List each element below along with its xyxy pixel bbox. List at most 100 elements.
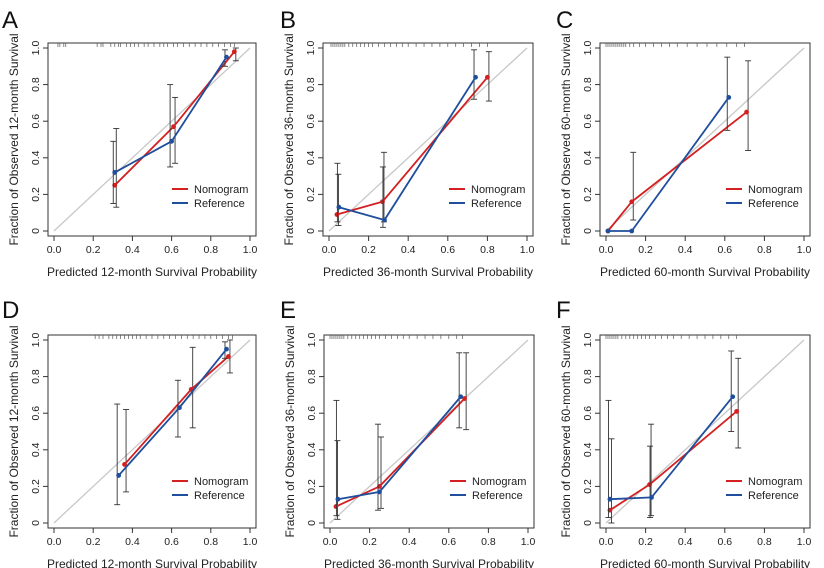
reference-series-line xyxy=(114,56,228,174)
y-tick-label: 0.6 xyxy=(30,114,42,129)
nomogram-legend-label: Nomogram xyxy=(472,476,526,488)
x-axis-title: Predicted 12-month Survival Probability xyxy=(47,265,257,279)
nomogram-point xyxy=(734,408,740,414)
reference-point xyxy=(607,496,613,502)
y-tick-label: 0.8 xyxy=(306,369,318,384)
y-axis-title: Fraction of Observed 60-month Survival xyxy=(559,33,573,245)
x-tick-label: 0.0 xyxy=(323,536,338,548)
x-tick-label: 0.4 xyxy=(125,244,140,256)
nomogram-point xyxy=(171,124,176,130)
x-tick-label: 1.0 xyxy=(243,536,258,548)
nomogram-point xyxy=(647,482,652,487)
x-tick-label: 1.0 xyxy=(520,244,535,256)
y-tick-label: 0.8 xyxy=(305,77,317,92)
reference-series-line xyxy=(609,396,734,501)
reference-point xyxy=(377,489,382,495)
reference-legend-label: Reference xyxy=(471,198,522,210)
panel-letter: F xyxy=(556,297,571,324)
panel-letter: E xyxy=(280,297,296,324)
y-tick-label: 0.2 xyxy=(582,479,594,494)
reference-point xyxy=(605,228,611,234)
nomogram-point xyxy=(333,504,339,509)
nomogram-point xyxy=(462,396,468,401)
y-axis-title: Fraction of Observed 36-month Survival xyxy=(283,325,297,537)
reference-point xyxy=(629,228,635,234)
nomogram-point xyxy=(485,74,490,80)
reference-point xyxy=(177,405,182,411)
x-tick-label: 0.2 xyxy=(638,536,653,548)
y-tick-label: 1.0 xyxy=(582,333,594,348)
plot-frame xyxy=(47,42,257,237)
x-tick-label: 0.2 xyxy=(86,536,101,548)
plot-frame xyxy=(599,42,811,237)
reference-legend-label: Reference xyxy=(748,490,799,502)
x-tick-label: 0.6 xyxy=(164,244,179,256)
ideal-diagonal xyxy=(329,339,529,524)
x-tick-label: 0.6 xyxy=(440,244,455,256)
reference-point xyxy=(335,496,341,502)
y-tick-label: 0.6 xyxy=(306,406,318,421)
y-tick-label: 1.0 xyxy=(582,41,594,56)
panel-e: E 0.0 0.2 0.4 0.6 0.8 1.0 0 0.2 0.4 0.6 0.8 1.0 Predi… xyxy=(280,297,535,568)
reference-legend-label: Reference xyxy=(748,198,799,210)
reference-point xyxy=(649,494,654,500)
x-tick-label: 0.0 xyxy=(322,244,337,256)
y-tick-label: 1.0 xyxy=(305,41,317,56)
x-axis-title: Predicted 36-month Survival Probability xyxy=(324,557,534,568)
y-axis-title: Fraction of Observed 60-month Survival xyxy=(559,325,573,537)
x-axis-title: Predicted 60-month Survival Probability xyxy=(600,265,810,279)
y-axis-title: Fraction of Observed 12-month Survival xyxy=(7,325,21,537)
nomogram-point xyxy=(226,354,231,359)
y-tick-label: 0.2 xyxy=(306,479,318,494)
x-tick-label: 0.4 xyxy=(402,536,417,548)
y-tick-label: 0.4 xyxy=(582,442,594,457)
x-axis-title: Predicted 60-month Survival Probability xyxy=(600,557,810,568)
y-tick-label: 1.0 xyxy=(30,41,42,56)
reference-point xyxy=(224,346,229,352)
reference-series-line xyxy=(337,396,462,501)
panel-a: A 0.0 0.2 0.4 0.6 0.8 1.0 0 0.2 0.4 0.6 0.8 1.0 Predi… xyxy=(2,7,257,279)
nomogram-point xyxy=(122,462,127,467)
reference-point xyxy=(336,204,342,210)
panel-d: D 0.0 0.2 0.4 0.6 0.8 1.0 0 0.2 0.4 0.6 0.8 1.0 Predi… xyxy=(2,297,257,568)
x-tick-label: 0.2 xyxy=(362,536,377,548)
x-tick-label: 0.6 xyxy=(441,536,456,548)
reference-legend-label: Reference xyxy=(194,198,245,210)
reference-series-line xyxy=(607,96,730,232)
x-tick-label: 0.8 xyxy=(203,244,218,256)
x-tick-label: 0.4 xyxy=(401,244,416,256)
x-tick-label: 0.2 xyxy=(638,244,653,256)
panel-c: C 0.0 0.2 0.4 0.6 0.8 1.0 0 0.2 0.4 0.6 0.8 1.0 Predi… xyxy=(556,7,811,279)
y-axis-title: Fraction of Observed 12-month Survival xyxy=(7,33,21,245)
reference-point xyxy=(726,95,732,100)
y-tick-label: 0 xyxy=(30,228,42,234)
reference-point xyxy=(116,473,122,478)
y-axis-title: Fraction of Observed 36-month Survival xyxy=(282,33,296,245)
y-tick-label: 0.8 xyxy=(30,77,42,92)
x-tick-label: 1.0 xyxy=(797,244,812,256)
nomogram-point xyxy=(380,199,385,205)
reference-series-line xyxy=(338,76,477,222)
x-tick-label: 0.0 xyxy=(47,536,62,548)
x-tick-label: 0.4 xyxy=(678,244,693,256)
reference-point xyxy=(473,74,478,80)
x-tick-label: 0.6 xyxy=(717,244,732,256)
reference-point xyxy=(224,54,229,60)
x-tick-label: 0.8 xyxy=(480,244,495,256)
y-tick-label: 0.4 xyxy=(582,150,594,165)
x-axis-title: Predicted 36-month Survival Probability xyxy=(323,265,533,279)
y-tick-label: 0.6 xyxy=(30,406,42,421)
panel-b: B 0.0 0.2 0.4 0.6 0.8 1.0 0 0.2 0.4 0.6 0.8 1.0 Predi… xyxy=(280,7,534,279)
x-tick-label: 0.6 xyxy=(717,536,732,548)
panel-f: F 0.0 0.2 0.4 0.6 0.8 1.0 0 0.2 0.4 0.6 0.8 1.0 Predi… xyxy=(556,297,811,568)
x-tick-label: 0.8 xyxy=(757,536,772,548)
x-tick-label: 0.4 xyxy=(678,536,693,548)
x-tick-label: 0.8 xyxy=(757,244,772,256)
x-tick-label: 0.2 xyxy=(361,244,376,256)
y-tick-label: 0.8 xyxy=(582,369,594,384)
ideal-diagonal xyxy=(605,47,805,232)
x-tick-label: 0.0 xyxy=(599,536,614,548)
panel-letter: D xyxy=(2,297,19,324)
x-tick-label: 0.0 xyxy=(47,244,62,256)
y-tick-label: 0 xyxy=(306,520,318,526)
